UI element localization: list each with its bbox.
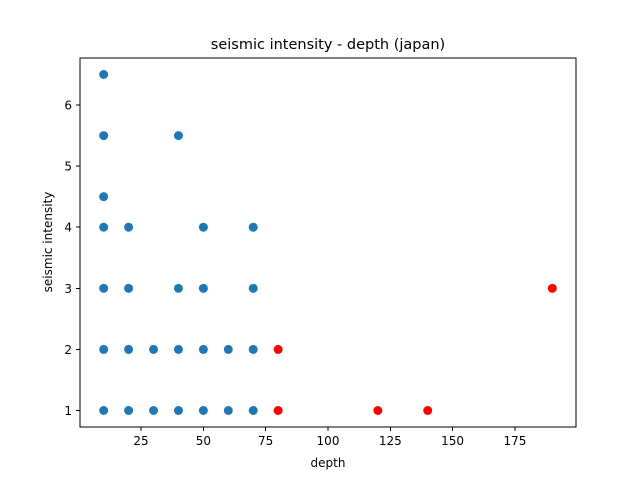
data-point xyxy=(99,406,109,415)
data-point xyxy=(273,406,283,415)
data-point xyxy=(124,222,134,232)
data-point xyxy=(273,344,283,354)
y-tick-label: 4 xyxy=(64,221,72,235)
chart-title: seismic intensity - depth (japan) xyxy=(211,37,445,53)
y-tick-label: 2 xyxy=(64,343,72,357)
data-point xyxy=(99,283,109,293)
data-point xyxy=(547,283,557,293)
data-point xyxy=(124,406,134,415)
data-point xyxy=(99,222,109,232)
data-point xyxy=(99,70,109,79)
data-point xyxy=(99,131,109,141)
data-point xyxy=(248,344,258,354)
y-axis-ticks: 1 2 3 4 5 6 xyxy=(64,99,80,418)
data-point xyxy=(423,406,433,415)
data-point xyxy=(373,406,383,415)
data-points xyxy=(99,70,557,415)
data-point xyxy=(99,344,109,354)
x-tick-label: 75 xyxy=(258,434,273,448)
data-point xyxy=(198,283,208,293)
data-point xyxy=(149,406,159,415)
data-point xyxy=(99,192,109,202)
data-point xyxy=(223,406,233,415)
x-tick-label: 175 xyxy=(503,434,526,448)
series-2 xyxy=(273,283,557,415)
x-axis-ticks: 25 50 75 100 125 150 175 xyxy=(133,427,526,448)
data-point xyxy=(248,283,258,293)
x-tick-label: 50 xyxy=(196,434,211,448)
data-point xyxy=(124,283,134,293)
x-axis-label: depth xyxy=(311,456,346,470)
y-tick-label: 3 xyxy=(64,282,72,296)
y-tick-label: 6 xyxy=(64,99,72,113)
y-axis-label: seismic intensity xyxy=(41,192,55,293)
data-point xyxy=(198,406,208,415)
y-tick-label: 1 xyxy=(64,404,72,418)
data-point xyxy=(248,406,258,415)
data-point xyxy=(223,344,233,354)
data-point xyxy=(248,222,258,232)
x-tick-label: 150 xyxy=(441,434,464,448)
data-point xyxy=(124,344,134,354)
y-tick-label: 5 xyxy=(64,160,72,174)
data-point xyxy=(173,344,183,354)
data-point xyxy=(173,406,183,415)
series-1 xyxy=(99,70,258,415)
data-point xyxy=(173,131,183,141)
data-point xyxy=(198,222,208,232)
data-point xyxy=(198,344,208,354)
data-point xyxy=(149,344,159,354)
x-tick-label: 125 xyxy=(379,434,402,448)
x-tick-label: 25 xyxy=(133,434,148,448)
data-point xyxy=(173,283,183,293)
x-tick-label: 100 xyxy=(317,434,340,448)
